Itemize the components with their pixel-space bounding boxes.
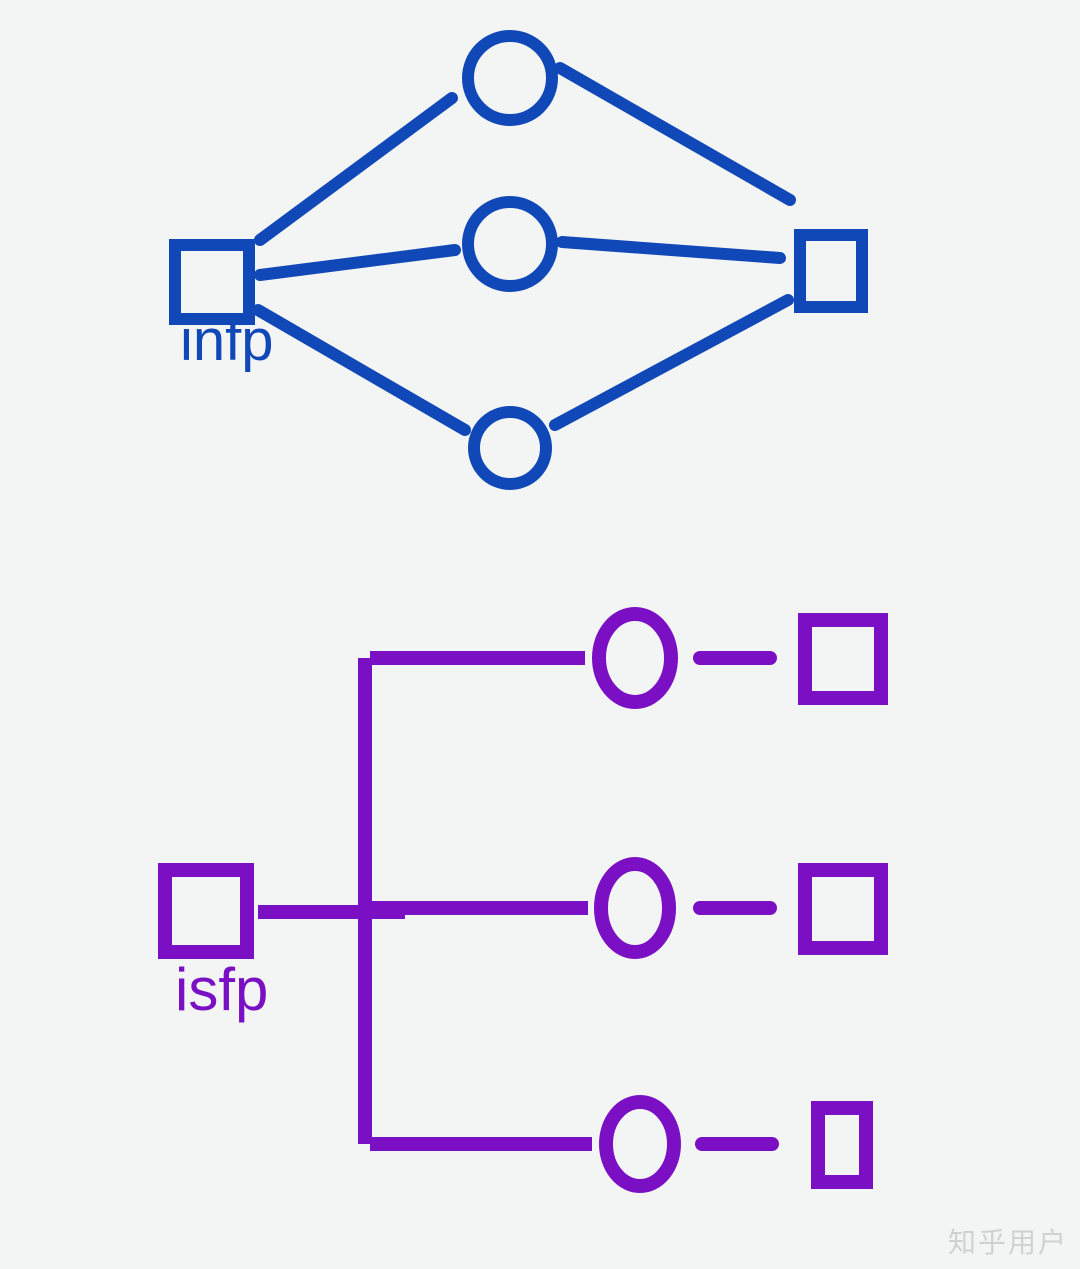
- circle-node: [468, 202, 552, 286]
- circle-node: [474, 412, 546, 484]
- circle-node: [601, 864, 669, 952]
- edge: [555, 300, 788, 425]
- square-node: [805, 620, 881, 698]
- diagram-label: isfp: [175, 956, 268, 1023]
- edge: [260, 98, 452, 240]
- square-node: [818, 1108, 866, 1182]
- square-node: [800, 235, 862, 307]
- edge: [258, 310, 465, 430]
- square-node: [805, 870, 881, 948]
- circle-node: [606, 1102, 674, 1186]
- edge: [260, 250, 455, 275]
- square-node: [165, 870, 247, 952]
- circle-node: [599, 614, 671, 702]
- diagram-label: infp: [180, 308, 274, 373]
- edge: [560, 68, 790, 200]
- diagram-stage: infpisfp 知乎用户: [0, 0, 1080, 1269]
- diagram-svg: infp isfp: [0, 0, 1080, 1269]
- circle-node: [468, 36, 552, 120]
- edge: [562, 242, 780, 258]
